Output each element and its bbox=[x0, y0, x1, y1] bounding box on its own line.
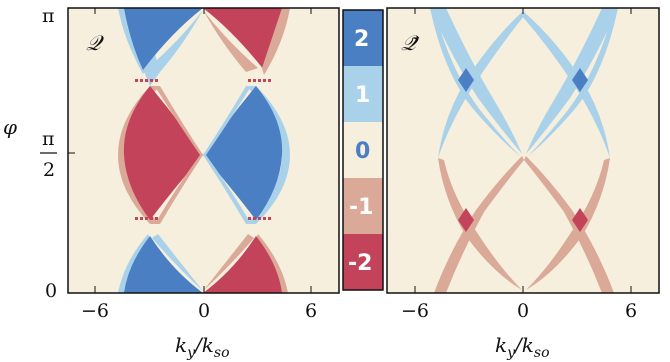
region-upper-left-dark bbox=[124, 8, 203, 70]
region-middle-right-outer bbox=[246, 86, 290, 224]
region-middle-left-outer bbox=[118, 86, 160, 224]
y-axis-label: φ bbox=[3, 115, 17, 139]
crossing-upper-right bbox=[572, 68, 588, 92]
band-upper-4b bbox=[526, 8, 618, 154]
y-tick-0: 0 bbox=[45, 280, 57, 302]
region-lower-left-tail bbox=[152, 234, 203, 291]
colorbar-cell-neg1 bbox=[343, 178, 383, 234]
x-tick-left-6: 6 bbox=[305, 300, 317, 322]
x-axis-label-left: ky/kso bbox=[175, 333, 230, 361]
region-middle-right-dark bbox=[203, 86, 283, 220]
colorbar-cell-1 bbox=[343, 66, 383, 122]
x-axis-label-right: ky/kso bbox=[495, 333, 550, 361]
crossing-lower-right bbox=[572, 208, 588, 232]
colorbar-frame bbox=[342, 9, 384, 291]
colorbar-label-2: 2 bbox=[354, 27, 369, 52]
x-tick-right-neg6: −6 bbox=[401, 300, 429, 322]
panel-q: 𝒬 −6 0 6 ky/kso bbox=[67, 7, 340, 361]
region-upper-right-outer bbox=[262, 8, 290, 75]
dotted-markers bbox=[135, 79, 271, 220]
crossing-lower-left bbox=[458, 208, 474, 232]
crossing-upper-left bbox=[458, 68, 474, 92]
colorbar-label-neg2: -2 bbox=[348, 251, 372, 276]
region-upper-right-dark bbox=[203, 8, 282, 70]
region-upper-right-tail bbox=[203, 10, 258, 72]
colorbar-label-1: 1 bbox=[355, 83, 370, 108]
colorbar-label-0: 0 bbox=[355, 139, 370, 164]
region-lower-left-dark bbox=[124, 236, 203, 293]
y-axis: π π 2 0 φ bbox=[3, 5, 57, 302]
band-lower-3 bbox=[524, 156, 614, 293]
colorbar-cell-0 bbox=[343, 122, 383, 178]
band-lower-1 bbox=[438, 158, 522, 290]
panel-q-ticks bbox=[68, 8, 312, 293]
panel-q-tilde-letter: 𝒬̃ bbox=[401, 31, 420, 55]
panel-q-letter: 𝒬 bbox=[86, 31, 104, 55]
band-lower-4 bbox=[526, 158, 610, 290]
colorbar-cell-neg2 bbox=[343, 234, 383, 290]
panel-q-tilde-regions bbox=[430, 8, 618, 293]
colorbar-label-neg1: -1 bbox=[349, 195, 373, 220]
panel-q-tilde-background bbox=[387, 8, 659, 293]
panel-q-regions bbox=[118, 8, 290, 293]
x-tick-left-0: 0 bbox=[198, 300, 210, 322]
y-tick-pi-half-num: π bbox=[42, 128, 55, 150]
y-tick-pi: π bbox=[42, 5, 55, 27]
colorbar-cell-2 bbox=[343, 10, 383, 66]
colorbar: 2 1 0 -1 -2 bbox=[342, 9, 384, 291]
panel-q-background bbox=[68, 8, 339, 293]
band-upper-1b bbox=[430, 8, 522, 154]
x-tick-right-0: 0 bbox=[517, 300, 529, 322]
x-tick-right-6: 6 bbox=[625, 300, 637, 322]
region-middle-left-dark bbox=[123, 86, 203, 220]
x-tick-left-neg6: −6 bbox=[81, 300, 109, 322]
band-lower-2 bbox=[434, 156, 524, 293]
region-lower-right-tail bbox=[203, 234, 254, 291]
y-tick-pi-half-den: 2 bbox=[43, 159, 55, 181]
band-upper-2 bbox=[438, 12, 524, 158]
panel-q-tilde: 𝒬̃ −6 0 6 ky/kso bbox=[386, 7, 660, 361]
region-upper-left-tail bbox=[148, 10, 203, 72]
panel-q-tilde-ticks bbox=[414, 8, 632, 293]
region-lower-right-dark bbox=[203, 236, 282, 293]
